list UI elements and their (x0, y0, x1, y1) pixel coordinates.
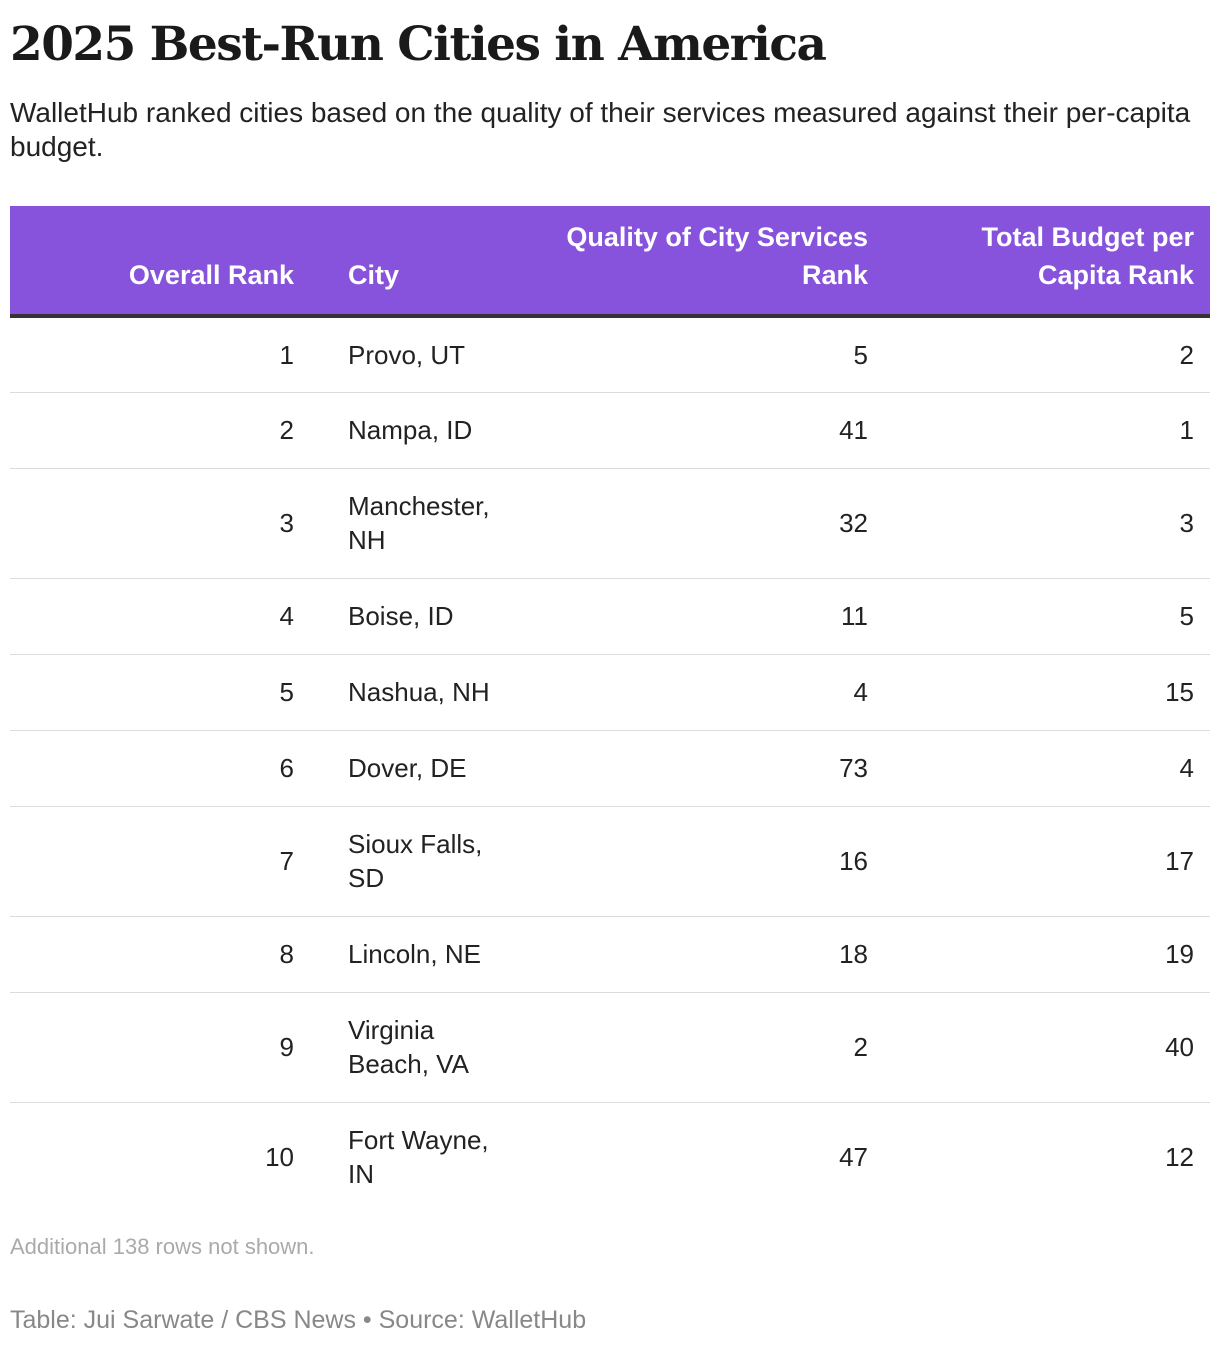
table-row: 7 Sioux Falls, SD 16 17 (10, 806, 1210, 917)
cell-quality-rank: 11 (521, 578, 897, 655)
cell-overall-rank: 8 (10, 916, 323, 993)
cell-overall-rank: 10 (265, 1142, 294, 1173)
column-header-quality-rank[interactable]: Quality of City Services Rank (521, 206, 897, 318)
cell-overall-rank: 6 (10, 730, 323, 807)
cell-overall-rank: 4 (10, 578, 323, 655)
column-header-budget-rank[interactable]: Total Budget per Capita Rank (897, 206, 1210, 318)
cell-city: Provo, UT (323, 316, 521, 393)
cell-budget-rank: 12 (1165, 1142, 1194, 1173)
cell-quality-rank: 47 (839, 1142, 868, 1173)
rows-not-shown-note: Additional 138 rows not shown. (10, 1234, 315, 1259)
cell-quality-rank: 16 (521, 806, 897, 917)
table-row: 5 Nashua, NH 4 15 (10, 654, 1210, 731)
cell-budget-rank: 40 (897, 992, 1210, 1103)
column-header-overall-rank[interactable]: Overall Rank (10, 206, 323, 318)
table-row: 3 Manchester, NH 32 3 (10, 468, 1210, 579)
cell-overall-rank: 9 (10, 992, 323, 1103)
column-header-city[interactable]: City (323, 206, 521, 318)
table-row: 6 Dover, DE 73 4 (10, 730, 1210, 807)
table-row: 9 Virginia Beach, VA 2 40 (10, 992, 1210, 1103)
cell-overall-rank: 3 (10, 468, 323, 579)
cell-quality-rank: 73 (521, 730, 897, 807)
cell-quality-rank: 4 (521, 654, 897, 731)
table-row: 1 Provo, UT 5 2 (10, 316, 1210, 393)
cell-city: Boise, ID (323, 578, 521, 655)
table-row: 8 Lincoln, NE 18 19 (10, 916, 1210, 993)
cell-overall-rank: 7 (10, 806, 323, 917)
cell-quality-rank: 18 (521, 916, 897, 993)
cell-overall-rank: 2 (10, 392, 323, 469)
cell-budget-rank: 17 (897, 806, 1210, 917)
cell-city: Fort Wayne, IN (348, 1125, 489, 1190)
table-row: 10 Fort Wayne, IN 47 12 (10, 1102, 1210, 1212)
cell-budget-rank: 3 (897, 468, 1210, 579)
chart-subtitle: WalletHub ranked cities based on the qua… (10, 97, 1191, 162)
source-credit: Table: Jui Sarwate / CBS News • Source: … (10, 1306, 587, 1334)
cell-city: Virginia Beach, VA (323, 992, 521, 1103)
table-body: 1 Provo, UT 5 2 2 Nampa, ID 41 1 3 Manchester, NH… (10, 316, 1210, 1212)
cell-quality-rank: 41 (521, 392, 897, 469)
cell-quality-rank: 32 (521, 468, 897, 579)
cell-city: Nampa, ID (323, 392, 521, 469)
chart-title: 2025 Best-Run Cities in America (10, 17, 827, 72)
cell-overall-rank: 5 (10, 654, 323, 731)
rankings-table: Overall Rank City Quality of City Servic… (10, 206, 1210, 1212)
cell-quality-rank: 5 (521, 316, 897, 393)
cell-budget-rank: 4 (897, 730, 1210, 807)
cell-quality-rank: 2 (521, 992, 897, 1103)
cell-city: Nashua, NH (323, 654, 521, 731)
table-header: Overall Rank City Quality of City Servic… (10, 206, 1210, 318)
cell-city: Dover, DE (323, 730, 521, 807)
table-row: 2 Nampa, ID 41 1 (10, 392, 1210, 469)
cell-city: Sioux Falls, SD (323, 806, 521, 917)
cell-budget-rank: 15 (897, 654, 1210, 731)
table-row: 4 Boise, ID 11 5 (10, 578, 1210, 655)
cell-budget-rank: 5 (897, 578, 1210, 655)
cell-city: Manchester, NH (323, 468, 521, 579)
header-row: Overall Rank City Quality of City Servic… (10, 206, 1210, 318)
cell-city: Lincoln, NE (323, 916, 521, 993)
cell-budget-rank: 1 (897, 392, 1210, 469)
cell-overall-rank: 1 (10, 316, 323, 393)
cell-budget-rank: 19 (897, 916, 1210, 993)
cell-budget-rank: 2 (897, 316, 1210, 393)
